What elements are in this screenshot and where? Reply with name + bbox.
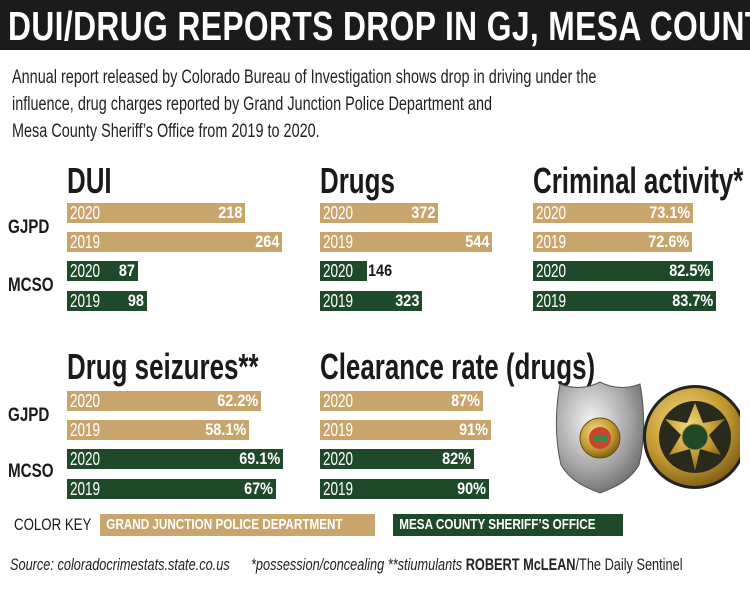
bar-value-label: 87%	[451, 391, 480, 410]
bar-year-label: 2019	[323, 232, 354, 252]
bar-mcso-2020: 2020 87	[67, 261, 138, 281]
bar-value-label: 72.6%	[648, 232, 689, 251]
bar-mcso-2020: 2020 82%	[320, 449, 474, 469]
agency-label-mcso: MCSO	[8, 275, 54, 296]
bar-mcso-2019: 2019 323	[320, 291, 422, 311]
bar-year-label: 2019	[323, 479, 354, 499]
header-bar: DUI/DRUG REPORTS DROP IN GJ, MESA COUNTY	[0, 0, 750, 50]
chart-title: Drug seizures**	[67, 346, 259, 387]
bar-gjpd-2019: 2019 91%	[320, 420, 491, 440]
sheriff-badge-icon	[643, 385, 740, 489]
bar-mcso-2020: 2020 82.5%	[533, 261, 713, 281]
bar-value-label: 218	[217, 203, 242, 222]
bar-year-label: 2019	[70, 232, 101, 252]
bar-gjpd-2020: 2020 62.2%	[67, 391, 261, 411]
bar-value-label: 73.1%	[649, 203, 690, 222]
bar-year-label: 2019	[536, 291, 567, 311]
bar-gjpd-2019: 2019 544	[320, 232, 492, 252]
publication: /The Daily Sentinel	[575, 555, 683, 574]
bar-value-label: 82.5%	[669, 261, 710, 280]
bar-value-label: 83.7%	[672, 291, 713, 310]
bar-gjpd-2019: 2019 58.1%	[67, 420, 249, 440]
bar-mcso-2019: 2019 90%	[320, 479, 489, 499]
color-key-label: COLOR KEY	[14, 515, 92, 534]
bar-year-label: 2019	[323, 291, 354, 311]
footer: Source: coloradocrimestats.state.co.us *…	[10, 555, 683, 575]
bar-value-label: 264	[254, 232, 279, 251]
subtitle-line: Annual report released by Colorado Burea…	[12, 67, 597, 88]
bar-value-label: 62.2%	[217, 391, 258, 410]
chart-title: Clearance rate (drugs)	[320, 346, 596, 387]
bar-year-label: 2019	[70, 420, 101, 440]
bar-year-label: 2020	[323, 203, 354, 223]
bar-year-label: 2019	[70, 291, 101, 311]
badges	[555, 381, 740, 494]
legend-mcso-text: MESA COUNTY SHERIFF’S OFFICE	[399, 516, 596, 533]
bar-value-label: 544	[464, 232, 489, 251]
subtitle: Annual report released by Colorado Burea…	[12, 64, 750, 145]
bar-value-label: 87	[118, 261, 135, 280]
headline: DUI/DRUG REPORTS DROP IN GJ, MESA COUNTY	[8, 3, 750, 49]
bar-gjpd-2019: 2019 264	[67, 232, 282, 252]
author: ROBERT McLEAN	[465, 555, 576, 574]
bar-gjpd-2020: 2020 73.1%	[533, 203, 693, 223]
chart-title: DUI	[67, 160, 112, 201]
bar-value-label: 90%	[457, 479, 486, 498]
chart-title: Drugs	[320, 160, 395, 201]
bar-year-label: 2020	[323, 391, 354, 411]
bar-mcso-2020: 2020 146	[320, 261, 392, 281]
bar-year-label: 2020	[70, 261, 101, 281]
agency-label-gjpd: GJPD	[8, 217, 50, 238]
bar-mcso-2020: 2020 69.1%	[67, 449, 283, 469]
footnotes: *possession/concealing **stiumulants	[250, 555, 463, 574]
bar-mcso-2019: 2019 98	[67, 291, 147, 311]
source: Source: coloradocrimestats.state.co.us	[10, 555, 230, 574]
bar-mcso-2019: 2019 83.7%	[533, 291, 716, 311]
police-badge-icon	[555, 381, 645, 494]
agency-label-gjpd: GJPD	[8, 405, 50, 426]
bar-value-label: 67%	[244, 479, 273, 498]
legend-gjpd-text: GRAND JUNCTION POLICE DEPARTMENT	[106, 516, 343, 533]
bar-year-label: 2020	[323, 261, 354, 281]
bar-value-label: 58.1%	[205, 420, 246, 439]
bar-value-label: 69.1%	[239, 449, 280, 468]
bar-value-label: 91%	[459, 420, 488, 439]
bar-year-label: 2019	[70, 479, 101, 499]
bar-year-label: 2020	[70, 203, 101, 223]
bar-year-label: 2020	[70, 391, 101, 411]
bar-mcso-2019: 2019 67%	[67, 479, 276, 499]
bar-gjpd-2020: 2020 218	[67, 203, 245, 223]
legend-gjpd: GRAND JUNCTION POLICE DEPARTMENT	[100, 514, 375, 536]
bar-value-label: 372	[410, 203, 435, 222]
bar-gjpd-2020: 2020 372	[320, 203, 438, 223]
bar-year-label: 2020	[536, 203, 567, 223]
bar-year-label: 2020	[536, 261, 567, 281]
bar-gjpd-2019: 2019 72.6%	[533, 232, 692, 252]
bar-year-label: 2019	[536, 232, 567, 252]
subtitle-line: influence, drug charges reported by Gran…	[12, 94, 493, 115]
legend-mcso: MESA COUNTY SHERIFF’S OFFICE	[393, 514, 623, 536]
bar-value-label: 146	[368, 261, 393, 280]
agency-label-mcso: MCSO	[8, 461, 54, 482]
bar-year-label: 2019	[323, 420, 354, 440]
bar-value-label: 98	[127, 291, 144, 310]
bar-year-label: 2020	[323, 449, 354, 469]
bar-value-label: 323	[394, 291, 419, 310]
bar-value-label: 82%	[442, 449, 471, 468]
bar-gjpd-2020: 2020 87%	[320, 391, 483, 411]
subtitle-line: Mesa County Sheriff’s Office from 2019 t…	[12, 121, 320, 142]
bar-year-label: 2020	[70, 449, 101, 469]
chart-title: Criminal activity*	[533, 160, 744, 201]
